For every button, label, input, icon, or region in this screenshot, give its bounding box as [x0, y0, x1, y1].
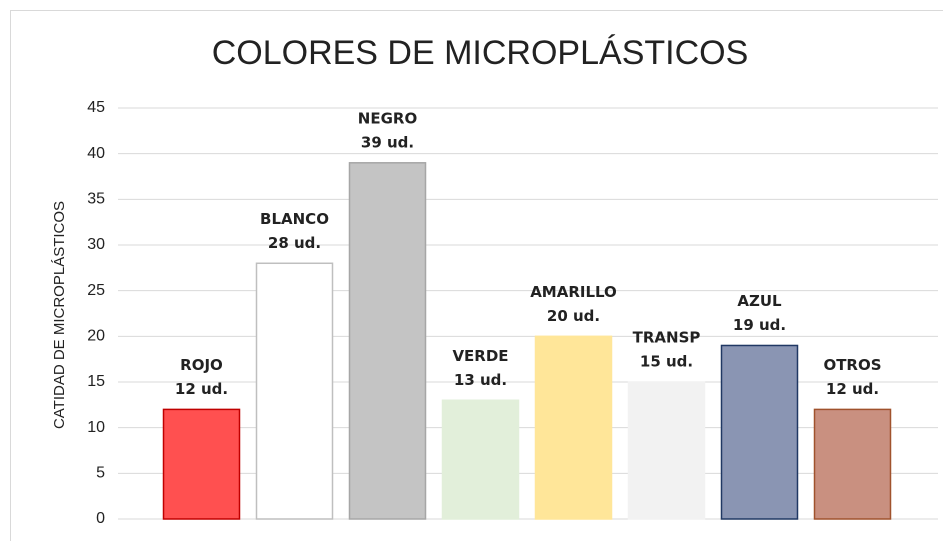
bar [813, 408, 892, 520]
category-label: OTROS [823, 356, 881, 374]
y-tick-label: 35 [87, 191, 105, 208]
y-tick-label: 10 [87, 419, 105, 436]
category-label: TRANSP [633, 329, 701, 347]
category-label: NEGRO [358, 109, 417, 127]
y-tick-label: 25 [87, 282, 105, 299]
y-tick-label: 0 [96, 510, 105, 527]
category-label: VERDE [452, 347, 508, 365]
category-label: AZUL [737, 292, 782, 310]
data-label: 15 ud. [640, 353, 693, 371]
category-label: BLANCO [260, 210, 329, 228]
bar [348, 162, 427, 520]
y-tick-label: 45 [87, 99, 105, 116]
bar [441, 399, 520, 520]
chart-frame [10, 10, 943, 541]
data-label: 28 ud. [268, 234, 321, 252]
data-label: 19 ud. [733, 316, 786, 334]
data-label: 12 ud. [826, 380, 879, 398]
category-label: ROJO [180, 356, 223, 374]
y-tick-label: 5 [96, 465, 105, 482]
chart-title: COLORES DE MICROPLÁSTICOS [212, 34, 749, 72]
y-tick-label: 20 [87, 328, 105, 345]
bar [534, 335, 613, 520]
y-axis-label: CATIDAD DE MICROPLÁSTICOS [51, 201, 68, 429]
y-tick-label: 15 [87, 373, 105, 390]
bar [720, 344, 799, 520]
bar [255, 262, 334, 520]
data-label: 20 ud. [547, 307, 600, 325]
y-tick-label: 30 [87, 236, 105, 253]
data-label: 39 ud. [361, 133, 414, 151]
bar [162, 408, 241, 520]
data-label: 12 ud. [175, 380, 228, 398]
bar [627, 381, 706, 520]
y-tick-label: 40 [87, 145, 105, 162]
data-label: 13 ud. [454, 371, 507, 389]
category-label: AMARILLO [530, 283, 617, 301]
